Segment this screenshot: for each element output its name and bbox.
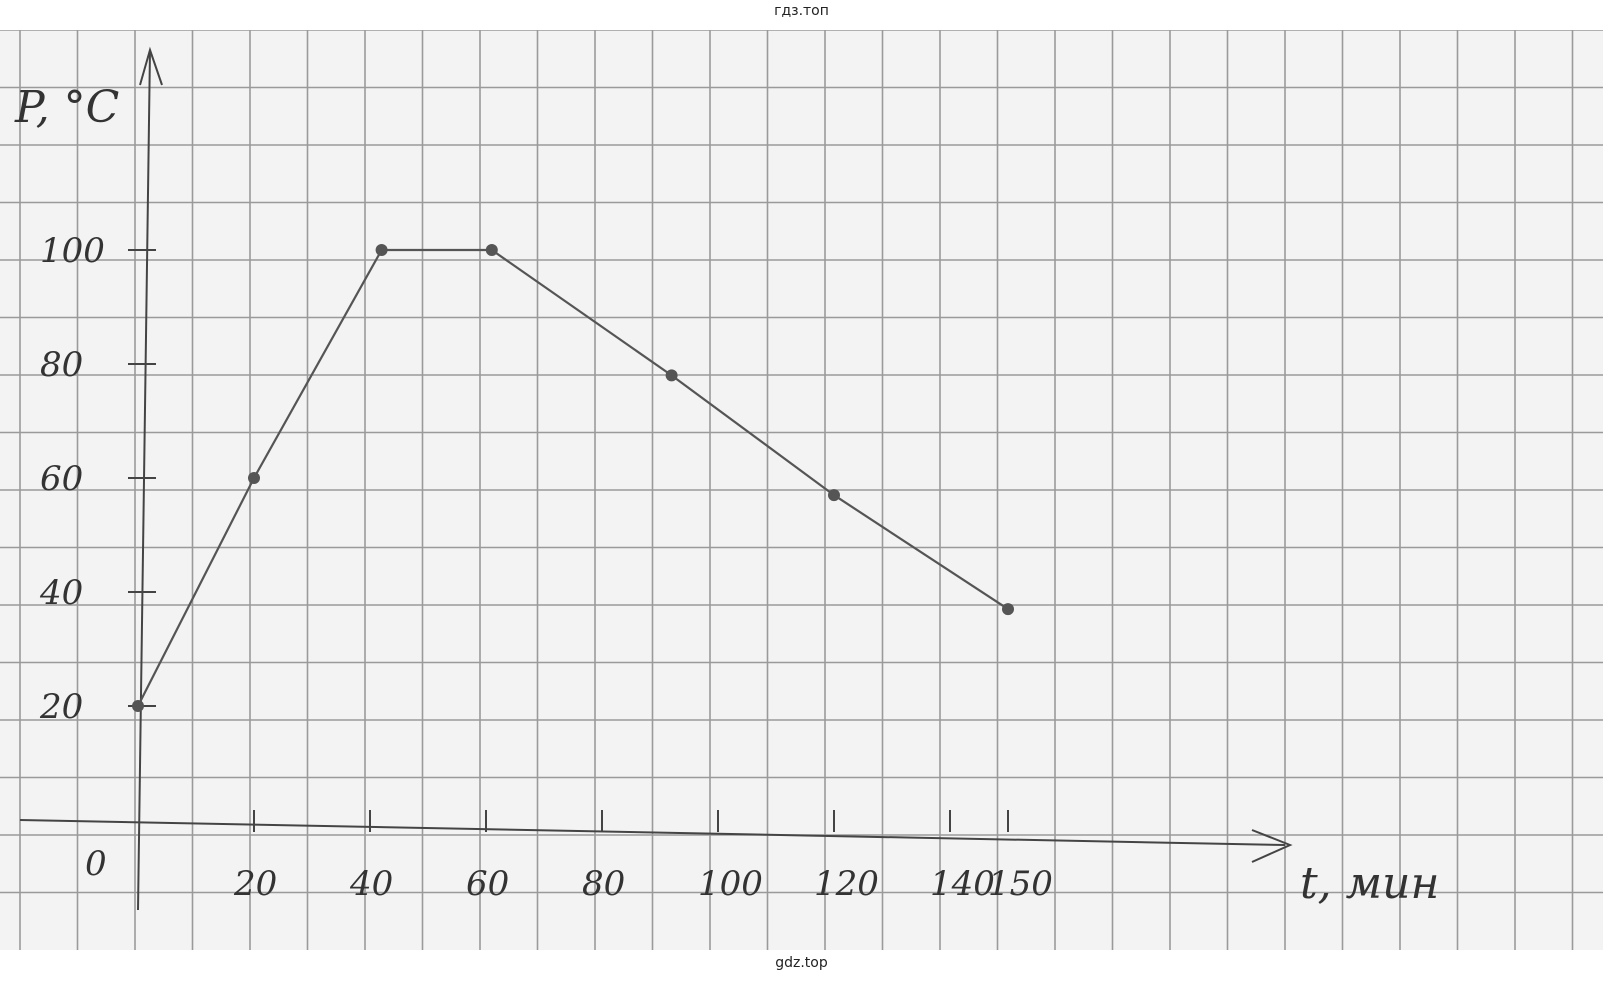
labels: P, °C t, мин 0 [14, 82, 1439, 909]
grid [0, 29, 1603, 950]
y-tick-label: 100 [40, 231, 105, 271]
y-tick-label: 20 [39, 687, 83, 727]
data-point [828, 489, 840, 502]
x-tick-label: 140 [930, 864, 995, 904]
x-tick-label: 40 [349, 864, 393, 904]
origin-label: 0 [85, 844, 107, 884]
y-tick-label: 80 [40, 345, 83, 385]
x-axis-label: t, мин [1300, 858, 1439, 909]
x-tick-label: 60 [466, 864, 509, 904]
series-line [137, 248, 1009, 707]
x-tick-label: 120 [814, 864, 879, 904]
x-tick-label: 20 [233, 864, 277, 904]
data-point [248, 472, 260, 484]
x-axis [19, 819, 1286, 846]
series [132, 244, 1014, 712]
x-tick-label: 80 [582, 864, 625, 904]
y-tick-label: 40 [39, 573, 83, 613]
data-point [485, 244, 498, 256]
x-tick-label: 100 [698, 864, 763, 904]
y-tick-label: 60 [40, 459, 83, 499]
x-axis-arrow [1251, 829, 1293, 863]
watermark-bottom: gdz.top [775, 955, 828, 971]
data-point [375, 244, 388, 256]
y-axis-arrow [139, 46, 163, 86]
data-point [132, 700, 144, 712]
data-point [1002, 603, 1014, 616]
graph-paper: 20 40 60 80 100 120 140 150 20 40 60 80 100 P, °C t, … [0, 29, 1603, 950]
y-axis [137, 49, 151, 911]
y-axis-label: P, °C [14, 82, 119, 133]
data-point [665, 369, 678, 382]
watermark-top: гдз.топ [774, 3, 829, 19]
axes [19, 46, 1293, 911]
x-tick-label: 150 [988, 864, 1053, 904]
